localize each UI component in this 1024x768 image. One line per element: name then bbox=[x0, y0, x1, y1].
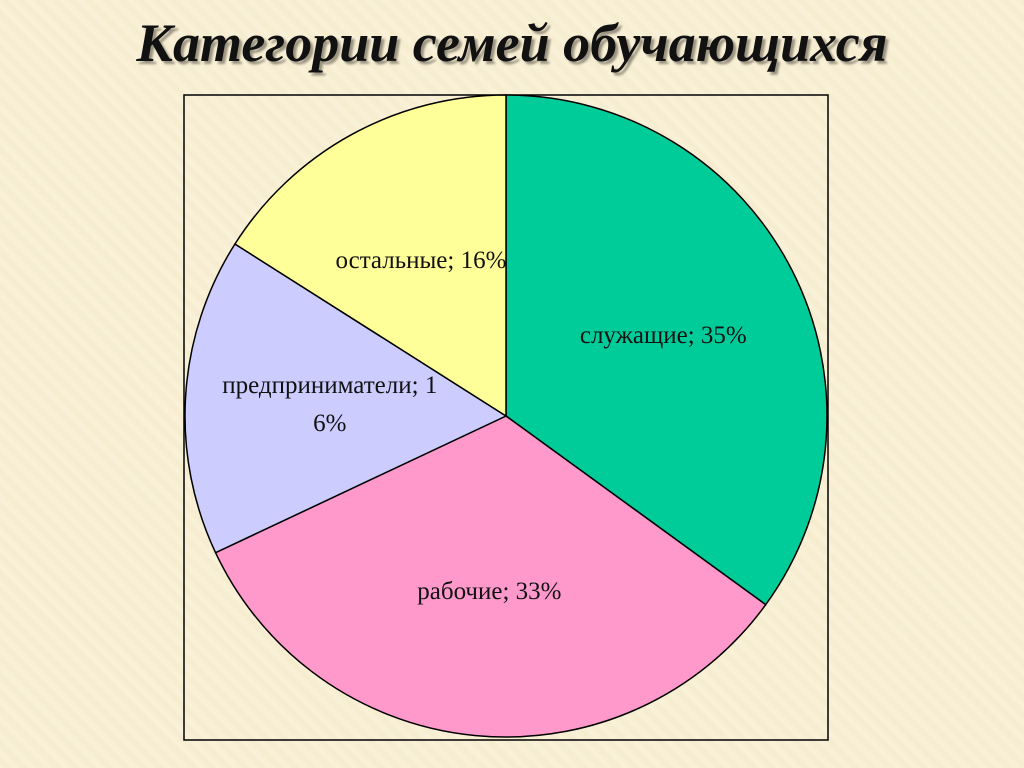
pie-slice bbox=[233, 94, 507, 418]
data-label: служащие; 35% bbox=[579, 321, 747, 349]
pie-slice bbox=[214, 415, 767, 738]
data-label: остальные; 16% bbox=[335, 247, 507, 275]
data-label: предприниматели; 16% bbox=[222, 371, 438, 437]
pie-slice bbox=[505, 94, 828, 606]
data-label: рабочие; 33% bbox=[417, 577, 562, 605]
pie-slice bbox=[184, 242, 508, 554]
chart-title: Категории семей обучающихся bbox=[136, 13, 888, 73]
